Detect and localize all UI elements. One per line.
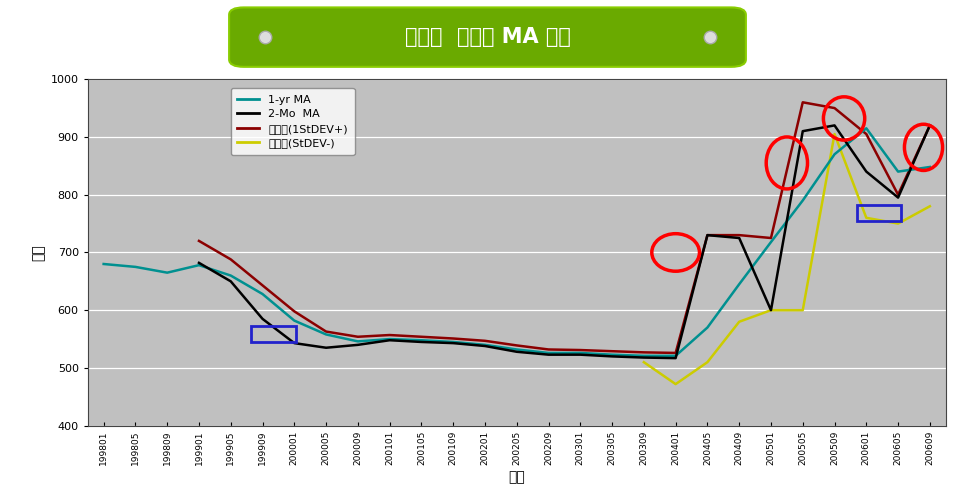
Legend: 1-yr MA, 2-Mo  MA, 상한가(1StDEV+), 하한가(StDEV-): 1-yr MA, 2-Mo MA, 상한가(1StDEV+), 하한가(StDE… [230, 88, 355, 155]
Text: 실리콘  가격의 MA 도표: 실리콘 가격의 MA 도표 [405, 27, 570, 47]
Bar [857, 204, 901, 221]
Bar [252, 326, 295, 342]
FancyBboxPatch shape [229, 7, 746, 67]
Y-axis label: 가격: 가격 [31, 244, 45, 261]
X-axis label: 시간: 시간 [508, 471, 526, 485]
